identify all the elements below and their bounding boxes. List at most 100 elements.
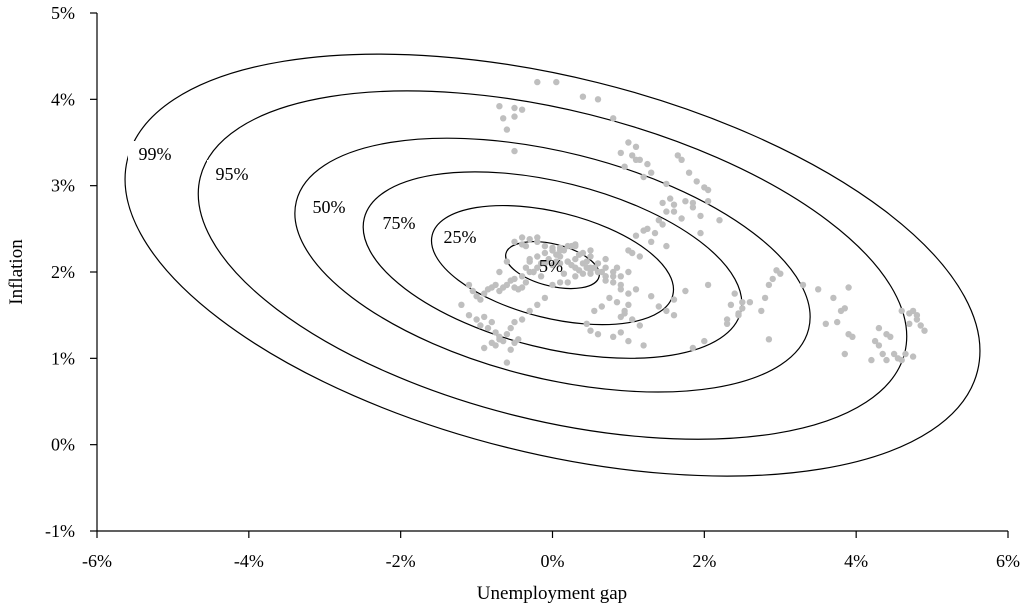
data-point [685, 169, 693, 176]
contour-75 [294, 137, 811, 393]
y-tick-label: 0% [51, 435, 75, 455]
data-point [503, 331, 511, 338]
data-point [481, 290, 488, 297]
data-point [518, 284, 526, 291]
data-point [610, 115, 617, 122]
data-point [629, 152, 636, 159]
data-point [602, 273, 609, 280]
data-point [735, 312, 742, 319]
data-point [917, 322, 924, 329]
data-point [484, 324, 492, 332]
data-point [898, 307, 905, 315]
x-tick-label: -4% [234, 551, 264, 571]
data-point [511, 318, 518, 326]
data-point [587, 247, 594, 254]
contour-label-25: 25% [444, 227, 477, 247]
contour-label-5: 5% [539, 256, 563, 276]
data-point [503, 281, 511, 289]
data-point [704, 186, 712, 194]
data-point [845, 284, 852, 291]
data-point [496, 268, 503, 276]
data-point [659, 221, 666, 228]
data-point [739, 299, 746, 306]
data-point [636, 322, 643, 329]
data-point [875, 324, 883, 332]
data-point [659, 199, 666, 207]
data-point [655, 217, 662, 224]
data-point [697, 229, 704, 237]
data-point [765, 281, 773, 289]
contour-5 [505, 241, 600, 290]
y-tick-label: 4% [51, 89, 75, 109]
data-point [621, 310, 628, 317]
data-point [587, 327, 594, 334]
data-point [913, 316, 921, 323]
y-axis-ticks: -1% 0% 1% 2% 3% 4% 5% [45, 3, 97, 541]
data-point [507, 346, 514, 353]
data-point [663, 180, 670, 188]
data-point [553, 78, 560, 86]
data-point [602, 255, 609, 263]
data-point [617, 281, 624, 289]
data-point [488, 318, 495, 326]
contour-label-75: 50% [313, 197, 346, 217]
data-point [625, 301, 632, 308]
data-point [549, 244, 556, 251]
data-point [871, 337, 879, 345]
data-point [511, 275, 518, 283]
data-point [693, 178, 700, 185]
data-point [655, 303, 662, 310]
data-point [469, 287, 476, 295]
data-point [556, 247, 564, 254]
data-point [632, 286, 640, 293]
data-point [644, 160, 651, 168]
data-point [583, 264, 590, 271]
data-point [648, 238, 655, 245]
data-point [545, 255, 552, 263]
data-point [868, 356, 875, 364]
data-point [572, 273, 579, 280]
data-point [625, 290, 632, 297]
data-point [640, 227, 647, 234]
data-point [534, 78, 541, 86]
data-point [625, 247, 632, 254]
data-point [617, 273, 624, 280]
data-point [591, 307, 598, 315]
data-point [613, 264, 621, 271]
x-tick-label: 0% [541, 551, 565, 571]
y-tick-label: 5% [51, 3, 75, 23]
data-point [564, 242, 571, 250]
data-point [594, 96, 602, 103]
data-point [500, 115, 507, 122]
contour-label-bg-99 [128, 141, 178, 165]
data-point [704, 281, 712, 289]
data-point [625, 139, 632, 146]
data-point [667, 195, 674, 202]
x-axis-ticks: -6% -4% -2% 0% 2% 4% 6% [82, 531, 1020, 571]
data-point [834, 318, 841, 326]
contour-labels: 99% 95% 50% 75% 25% 5% [128, 141, 563, 276]
data-point [575, 267, 583, 274]
data-point [522, 242, 530, 250]
data-point [594, 268, 602, 276]
data-point [777, 270, 784, 277]
data-point [670, 296, 678, 303]
data-point [579, 93, 587, 100]
data-point [621, 163, 628, 170]
y-tick-label: -1% [45, 521, 75, 541]
data-point [909, 353, 917, 360]
data-point [481, 313, 488, 321]
data-point [503, 126, 511, 133]
data-point [587, 253, 594, 260]
y-tick-label: 1% [51, 348, 75, 368]
data-point [610, 273, 617, 280]
data-point [678, 215, 685, 222]
data-point [663, 242, 670, 250]
data-point [602, 264, 609, 271]
data-point [746, 299, 754, 306]
data-point [769, 275, 776, 283]
x-axis-title: Unemployment gap [477, 583, 627, 604]
data-point [492, 329, 499, 336]
data-point [902, 350, 909, 358]
data-point [503, 258, 511, 265]
